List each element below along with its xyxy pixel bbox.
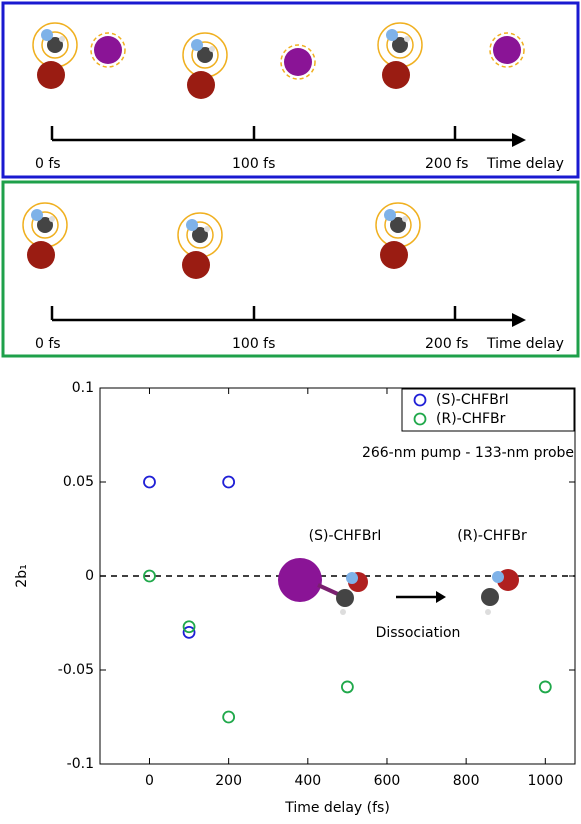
- x-tick-label: 800: [453, 773, 480, 789]
- molecule-illustration: [23, 23, 524, 279]
- arrow-head: [512, 313, 526, 327]
- legend-label: (R)-CHFBr: [436, 411, 506, 427]
- annotation: 266-nm pump - 133-nm probe: [362, 445, 574, 461]
- time-label: 100 fs: [232, 156, 275, 172]
- figure: 0 fs 100 fs 200 fs Time delay 0 fs 100 fs 200 …: [0, 0, 581, 820]
- legend-label: (S)-CHFBrI: [436, 392, 509, 408]
- x-tick-label: 600: [374, 773, 401, 789]
- molecule-illustration: [278, 558, 519, 615]
- time-label: 200 fs: [425, 336, 468, 352]
- time-label: 0 fs: [35, 336, 61, 352]
- y-tick-label: 0.1: [72, 380, 94, 396]
- time-label: 100 fs: [232, 336, 275, 352]
- data-point: [144, 477, 155, 488]
- data-point: [223, 712, 234, 723]
- annotation: (R)-CHFBr: [457, 528, 527, 544]
- x-tick-label: 400: [294, 773, 321, 789]
- panel-frame: [3, 182, 578, 356]
- panel-frame: [3, 3, 578, 177]
- time-label: 200 fs: [425, 156, 468, 172]
- x-tick-label: 1000: [527, 773, 563, 789]
- y-axis-title: 2b₁: [14, 564, 30, 587]
- time-label: 0 fs: [35, 156, 61, 172]
- annotation: Dissociation: [376, 625, 461, 641]
- x-tick-label: 200: [215, 773, 242, 789]
- data-point: [223, 477, 234, 488]
- annotation: (S)-CHFBrI: [309, 528, 382, 544]
- x-tick-label: 0: [145, 773, 154, 789]
- data-point: [342, 681, 353, 692]
- time-label: Time delay: [486, 336, 564, 352]
- y-tick-label: -0.1: [67, 756, 94, 772]
- y-tick-label: -0.05: [58, 662, 94, 678]
- y-tick-label: 0.05: [63, 474, 94, 490]
- y-tick-label: 0: [85, 568, 94, 584]
- arrow-head: [512, 133, 526, 147]
- x-axis-title: Time delay (fs): [284, 800, 390, 816]
- data-point: [540, 681, 551, 692]
- time-label: Time delay: [486, 156, 564, 172]
